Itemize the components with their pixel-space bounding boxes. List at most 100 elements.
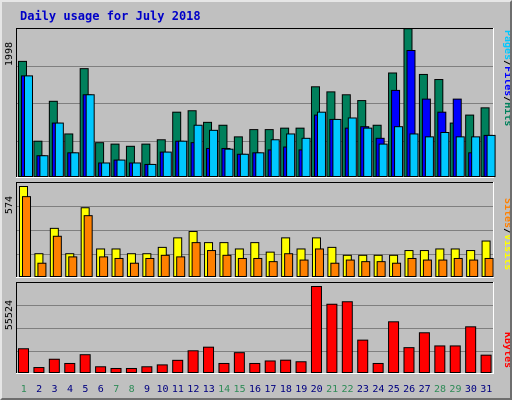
day-tick-label: 16 [249,384,261,395]
kbytes-bar [264,360,276,373]
day-tick-label: 14 [218,384,230,395]
legend-entry: Files [502,66,510,96]
pages-bar [193,124,203,177]
kbytes-bar [218,362,230,373]
pages-bar [239,153,249,178]
kbytes-bar [141,366,153,373]
day-tick-label: 19 [295,384,307,395]
pages-bar [394,126,404,177]
kbytes-bar [172,359,184,374]
sites-bar [114,257,124,278]
day-tick-label: 5 [82,384,88,395]
day-tick-label: 20 [311,384,323,395]
day-tick-label: 1 [21,384,27,395]
day-tick-label: 11 [172,384,184,395]
legend-entry: Visits [502,234,510,270]
sites-bar [222,254,232,277]
kbytes-bar [95,366,107,373]
sites-bar [253,257,263,278]
pages-bar [440,132,450,177]
sites-bar [52,235,62,277]
legend: Sites/Visits [502,198,510,270]
day-tick-label: 3 [52,384,58,395]
sites-bar [160,254,170,277]
kbytes-bar [388,321,400,374]
kbytes-bar [341,301,353,374]
y-max-label: 1998 [4,42,15,66]
sites-bar [145,257,155,278]
day-tick-label: 13 [203,384,215,395]
kbytes-bar [33,367,45,373]
day-tick-label: 2 [36,384,42,395]
kbytes-bar [372,362,384,373]
legend-entry: Hits [502,102,510,126]
kbytes-bar [449,345,461,373]
day-tick-label: 8 [129,384,135,395]
legend-entry: Sites [502,198,510,228]
sites-bar [284,253,294,277]
pages-bar [316,111,326,177]
pages-bar [378,143,388,178]
kbytes-bar [110,367,122,374]
legend: KBytes [502,332,510,368]
kbytes-bar [357,339,369,373]
day-tick-label: 7 [113,384,119,395]
kbytes-bar [79,354,91,374]
kbytes-bar [48,358,60,374]
sites-bar [129,262,139,278]
sites-bar [469,259,479,277]
sites-bar [392,262,402,278]
sites-bar [83,215,93,277]
pages-bar [101,162,111,178]
kbytes-bar [233,352,245,374]
day-tick-label: 30 [465,384,477,395]
sites-bar [68,256,78,277]
day-tick-label: 21 [326,384,338,395]
kbytes-bar [310,286,322,373]
kbytes-bar [280,359,292,373]
day-tick-label: 23 [357,384,369,395]
kbytes-bar [64,362,76,373]
day-tick-label: 28 [434,384,446,395]
day-tick-label: 25 [388,384,400,395]
legend-separator: / [502,96,510,102]
sites-bar [299,259,309,277]
sites-bar [484,257,494,278]
legend-separator: / [502,60,510,66]
sites-bar [237,257,247,278]
day-tick-label: 6 [98,384,104,395]
pages-bar [332,118,342,177]
day-tick-label: 24 [372,384,384,395]
kbytes-bar [480,354,492,374]
legend-entry: Pages [502,30,510,60]
kbytes-bar [295,361,307,373]
pages-bar [363,127,373,177]
sites-bar [453,257,463,278]
day-tick-label: 4 [67,384,73,395]
kbytes-bar [326,303,338,374]
kbytes-bar [18,348,29,373]
pages-bar [147,163,157,177]
pages-bar [255,152,265,178]
sites-bar [176,256,186,277]
day-tick-label: 18 [280,384,292,395]
pages-bar [131,162,141,178]
pages-bar [286,133,296,177]
sites-bar [268,261,278,277]
pages-bar [471,136,481,177]
pages-bar [409,133,419,177]
day-tick-label: 27 [419,384,431,395]
kbytes-bar [125,367,137,374]
day-tick-label: 17 [264,384,276,395]
pages-bar [70,152,80,178]
kbytes-bar [249,362,261,373]
kbytes-bar [187,350,199,373]
kbytes-bar [203,346,215,373]
legend: Pages/Files/Hits [502,30,510,126]
pages-bar [116,159,126,177]
pages-bar [54,122,64,177]
day-tick-label: 9 [144,384,150,395]
sites-bar [345,259,355,277]
sites-bar [99,256,109,277]
pages-bar [178,140,188,177]
